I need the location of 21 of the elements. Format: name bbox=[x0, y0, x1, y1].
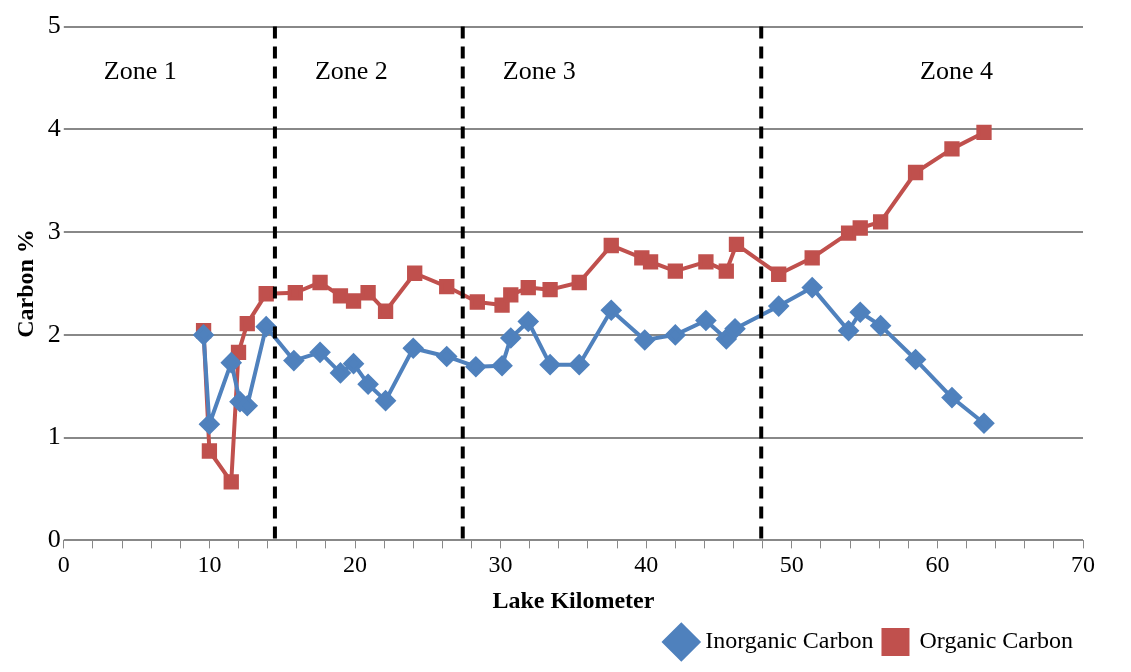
x-tick-label: 50 bbox=[779, 551, 804, 578]
y-tick-label: 5 bbox=[47, 10, 61, 40]
y-axis-title: Carbon % bbox=[11, 229, 38, 338]
x-tick-label: 10 bbox=[197, 551, 222, 578]
annotation: Zone 1 bbox=[103, 56, 177, 86]
y-tick-label: 3 bbox=[47, 215, 61, 245]
annotation: Zone 4 bbox=[920, 56, 993, 86]
y-tick-label: 1 bbox=[47, 421, 61, 451]
x-axis-title: Lake Kilometer bbox=[492, 586, 655, 613]
annotation: Zone 2 bbox=[314, 56, 388, 86]
y-tick-label: 0 bbox=[47, 524, 61, 554]
legend-label: Inorganic Carbon bbox=[705, 627, 874, 654]
x-tick-label: 60 bbox=[925, 551, 950, 578]
y-tick-label: 2 bbox=[47, 318, 61, 348]
x-tick-label: 30 bbox=[488, 551, 513, 578]
y-tick-label: 4 bbox=[47, 113, 61, 143]
x-tick-label: 40 bbox=[634, 551, 659, 578]
legend-label: Organic Carbon bbox=[919, 627, 1073, 654]
annotation: Zone 3 bbox=[502, 56, 576, 86]
x-tick-label: 20 bbox=[343, 551, 367, 578]
x-tick-label: 70 bbox=[1071, 551, 1095, 578]
